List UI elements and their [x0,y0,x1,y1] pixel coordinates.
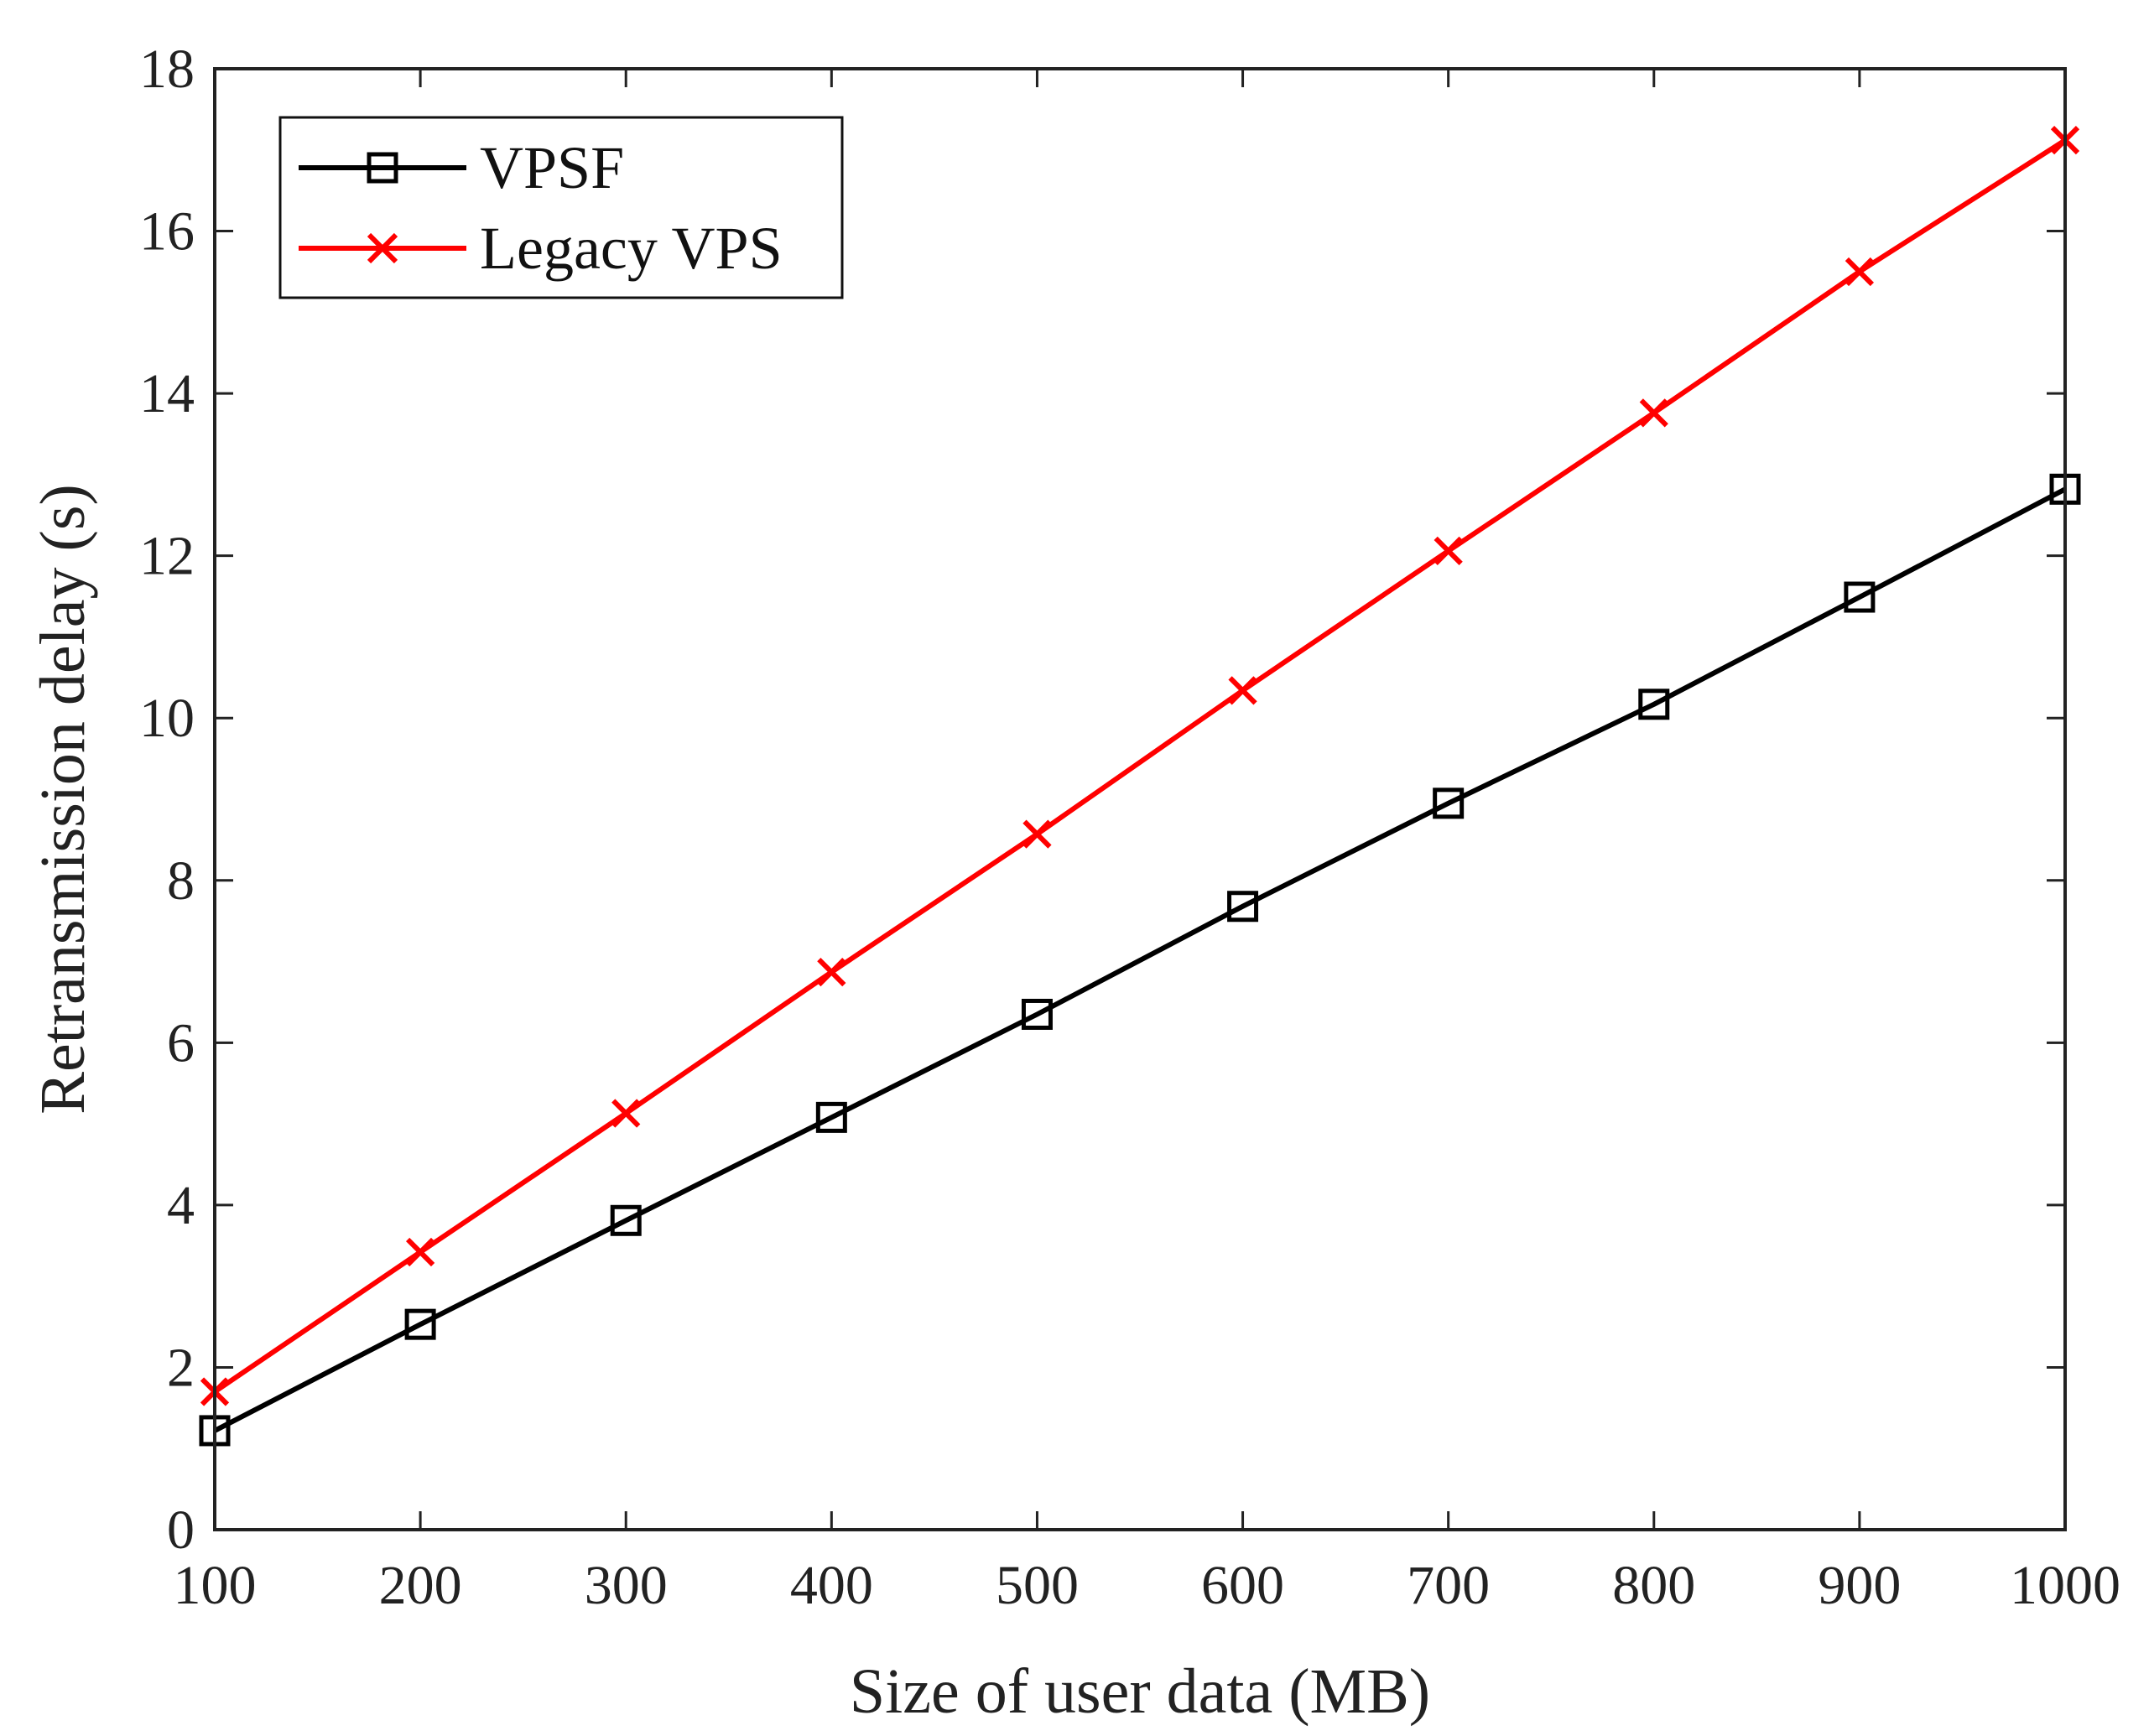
y-tick-label: 10 [139,688,195,749]
y-tick-label: 0 [167,1500,195,1561]
data-point-vpsf [1227,891,1259,923]
data-point-legacy-vps [1434,536,1463,565]
plot-frame [213,67,2067,1531]
data-point-legacy-vps [817,958,846,987]
x-tick-label: 300 [585,1555,668,1616]
x-tick-label: 700 [1407,1555,1490,1616]
y-tick-label: 18 [139,39,195,100]
x-tick-label: 900 [1818,1555,1901,1616]
axis-tick-labels: 100 200 300 400 500 600 700 800 900 1000 0 2 4 6 8 10 12… [139,39,2120,1616]
data-point-vpsf [1433,787,1465,819]
x-tick-label: 100 [174,1555,257,1616]
legend-marker-x [367,232,398,264]
y-tick-label: 14 [139,363,195,424]
y-tick-label: 16 [139,201,195,262]
data-point-legacy-vps [1022,819,1052,849]
x-tick-label: 400 [790,1555,873,1616]
data-point-vpsf [1844,581,1876,613]
x-tick-label: 500 [996,1555,1079,1616]
data-point-legacy-vps [1228,676,1257,705]
x-tick-label: 200 [379,1555,462,1616]
y-tick-label: 12 [139,526,195,587]
series-line-vpsf [213,486,2067,1433]
data-point-legacy-vps [611,1099,641,1128]
legend-marker-square [367,152,398,184]
y-axis-label: Retransmission delay (s) [28,484,98,1114]
plot-series [199,126,2081,1447]
y-tick-label: 6 [167,1012,195,1073]
data-point-vpsf [404,1308,436,1340]
data-point-vpsf [815,1101,847,1133]
legend-box [278,116,844,299]
legend-label-vpsf: VPSF [480,134,624,201]
series-line-legacy-vps [213,138,2067,1394]
x-tick-label: 600 [1201,1555,1284,1616]
y-tick-label: 2 [167,1337,195,1398]
data-point-vpsf [1021,998,1053,1030]
x-axis-label: Size of user data (MB) [850,1656,1430,1727]
legend: VPSF Legacy VPS [278,116,844,299]
data-point-legacy-vps [1845,257,1875,287]
x-tick-label: 1000 [2010,1555,2120,1616]
y-tick-label: 4 [167,1175,195,1236]
data-point-vpsf [1638,689,1670,720]
data-point-legacy-vps [405,1237,435,1267]
data-point-vpsf [610,1204,642,1236]
legend-label-legacy-vps: Legacy VPS [480,215,783,282]
y-tick-label: 8 [167,850,195,912]
data-point-legacy-vps [1639,398,1668,428]
x-tick-label: 800 [1612,1555,1695,1616]
